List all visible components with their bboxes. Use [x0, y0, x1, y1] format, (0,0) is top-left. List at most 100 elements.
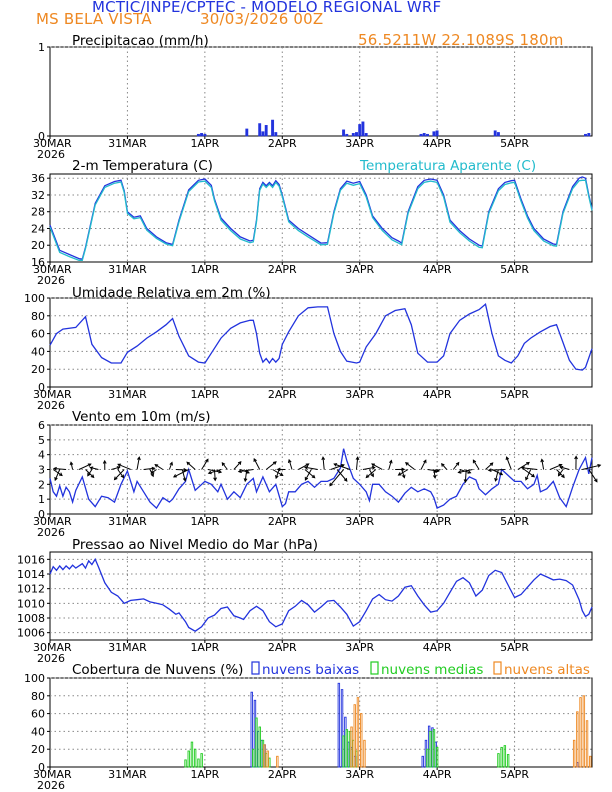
location-label: MS BELA VISTA: [36, 10, 152, 28]
wind-arrow-head: [279, 472, 284, 476]
wind-arrow-head: [117, 463, 122, 467]
temperature-series-1: [49, 179, 593, 261]
wind-arrow-head: [371, 466, 376, 470]
wind-arrow-head: [305, 463, 310, 467]
pressure-ytick-label: 1006: [17, 627, 45, 640]
wind-arrow-head: [304, 476, 309, 481]
clouds-bar: [353, 704, 356, 768]
wind-arrow-head: [205, 458, 209, 463]
wind-arrow: [588, 469, 598, 482]
wind-arrow-head: [329, 482, 333, 487]
precip-bar: [271, 119, 275, 137]
cloud-legend-label-0: nuvens baixas: [262, 662, 359, 678]
clouds-bar: [429, 730, 432, 768]
wind-arrow-head: [87, 463, 92, 467]
humidity-ytick-label: 20: [31, 363, 45, 376]
wind-arrow-head: [52, 466, 57, 471]
precip-bar: [422, 133, 426, 137]
wind-arrow: [433, 469, 441, 473]
temperature-xtick-label: 30MAR: [33, 263, 72, 276]
wind-year-label: 2026: [37, 526, 65, 539]
wind-arrow: [365, 469, 377, 478]
wind-xtick-label: 4APR: [423, 515, 452, 528]
wind-arrow-head: [207, 470, 212, 475]
wind-ytick-label: 1: [38, 493, 45, 506]
wind-arrow-head: [116, 466, 121, 470]
wind-arrow: [208, 469, 222, 474]
precip-bar: [496, 132, 500, 137]
wind-arrow-head: [69, 461, 74, 466]
clouds-year-label: 2026: [37, 779, 65, 792]
wind-arrow-head: [423, 459, 427, 464]
wind-arrow-head: [432, 474, 437, 479]
wind-arrow-head: [531, 473, 536, 478]
wind-ytick-label: 5: [38, 434, 45, 447]
wind-arrow-head: [58, 472, 63, 477]
wind-arrow-head: [151, 466, 156, 471]
precip-bar: [200, 133, 204, 137]
wind-arrow: [330, 464, 345, 470]
wind-arrow: [304, 469, 316, 479]
wind-arrow-head: [237, 461, 242, 465]
wind-arrow-head: [87, 472, 91, 477]
wind-arrow: [221, 462, 228, 470]
wind-arrow-head: [472, 459, 477, 464]
wind-arrow: [143, 467, 155, 470]
temperature-ytick-label: 36: [31, 172, 45, 185]
wind-arrow-head: [389, 459, 393, 464]
clouds-bar: [193, 748, 197, 768]
wind-arrow-head: [154, 463, 159, 468]
clouds-bar: [190, 741, 194, 768]
humidity-xtick-label: 1APR: [190, 388, 219, 401]
wind-arrow-head: [150, 470, 155, 474]
wind-arrow: [560, 466, 570, 470]
wind-arrow: [541, 459, 545, 470]
wind-arrow-head: [405, 462, 409, 466]
humidity-title: Umidade Relativa em 2m (%): [72, 285, 271, 301]
temperature-frame: [49, 173, 593, 263]
wind-arrow-head: [245, 470, 250, 474]
clouds-bar: [356, 697, 360, 768]
precip-bar: [196, 133, 200, 137]
wind-arrow: [181, 469, 186, 481]
precip-xtick-label: 31MAR: [108, 137, 147, 150]
precip-bar: [358, 124, 362, 137]
wind-arrow-head: [54, 477, 58, 482]
pressure-ytick-label: 1012: [17, 583, 45, 596]
precip-bar: [203, 133, 207, 137]
clouds-xtick-label: 3APR: [345, 768, 374, 781]
temperature-xtick-label: 3APR: [345, 263, 374, 276]
wind-ytick-label: 2: [38, 478, 45, 491]
wind-arrow: [485, 462, 494, 470]
clouds-ytick-label: 60: [31, 708, 45, 721]
wind-arrow: [186, 461, 196, 470]
wind-xtick-label: 1APR: [190, 515, 219, 528]
wind-arrow: [87, 469, 93, 476]
clouds-bar: [576, 711, 579, 768]
wind-arrow-head: [287, 458, 292, 464]
wind-arrow-head: [489, 462, 494, 467]
precip-bar: [426, 133, 429, 137]
wind-ytick-label: 4: [38, 449, 45, 462]
pressure-xtick-label: 30MAR: [33, 641, 72, 654]
clouds-bar: [266, 750, 269, 768]
clouds-xtick-label: 1APR: [190, 768, 219, 781]
wind-ytick-label: 0: [38, 508, 45, 521]
wind-arrow-head: [467, 470, 472, 474]
wind-arrow: [114, 469, 125, 480]
wind-arrow: [356, 457, 359, 470]
wind-arrow: [488, 469, 505, 471]
wind-arrow: [582, 464, 601, 470]
wind-arrow-head: [237, 469, 242, 474]
wind-arrow-head: [186, 461, 191, 466]
precip-bar: [493, 130, 497, 137]
wind-arrow-head: [365, 474, 370, 479]
wind-arrow-head: [557, 472, 562, 477]
wind-arrow: [173, 469, 189, 478]
wind-arrow-head: [221, 462, 226, 466]
clouds-xtick-label: 5APR: [500, 768, 529, 781]
precip-bar: [432, 131, 436, 137]
wind-arrow-head: [559, 465, 564, 470]
coordinates-label: 56.5211W 22.1089S 180m: [358, 31, 564, 49]
humidity-series-0: [49, 303, 593, 371]
